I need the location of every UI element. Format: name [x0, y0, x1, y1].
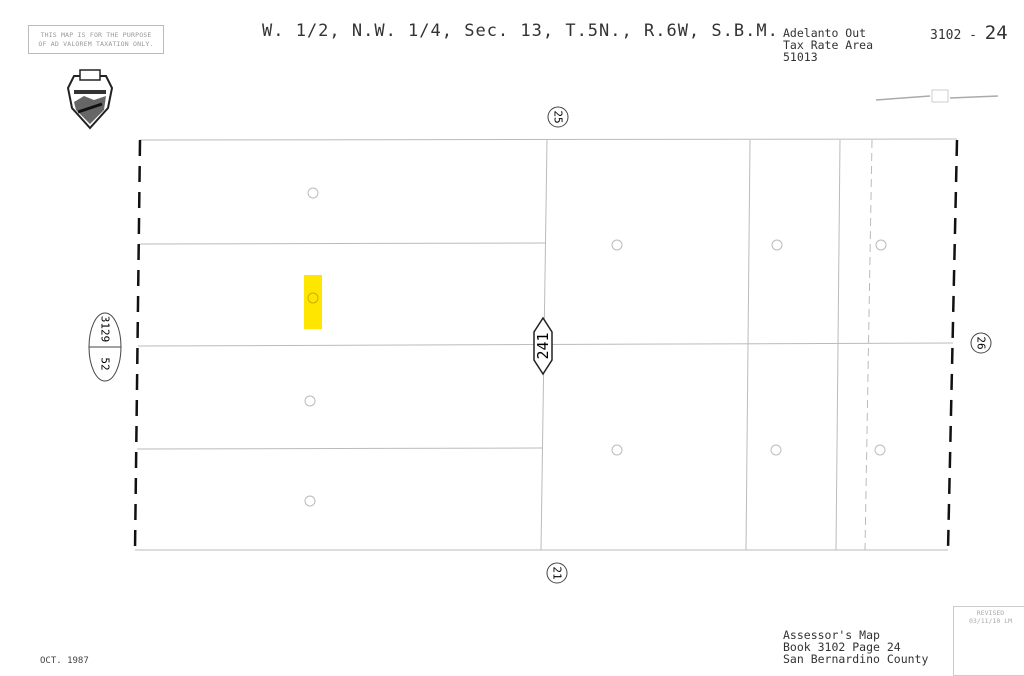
- disclaimer-box: THIS MAP IS FOR THE PURPOSE OF AD VALORE…: [28, 25, 164, 54]
- county-seal-icon: [66, 69, 114, 130]
- map-title: W. 1/2, N.W. 1/4, Sec. 13, T.5N., R.6W, …: [262, 21, 779, 41]
- book-page-number: 241: [534, 332, 552, 359]
- adjacent-map-top: 25: [547, 106, 569, 128]
- adjacent-map-label: 26: [975, 336, 988, 349]
- tax-rate-area: Adelanto Out Tax Rate Area 51013: [783, 27, 873, 63]
- north-arrow-icon: [875, 89, 999, 103]
- map-number: 3102 - 24: [930, 22, 1008, 44]
- adjacent-map-right: 26: [970, 332, 992, 354]
- revision-box: REVISED 03/11/10 LM: [953, 606, 1024, 676]
- parcel-marker: [304, 395, 316, 407]
- footer-line: Assessor's Map: [783, 628, 880, 642]
- parcel-marker: [307, 187, 319, 199]
- boundary-right: [946, 139, 959, 551]
- parcel-marker: [771, 239, 783, 251]
- parcel-marker: [770, 444, 782, 456]
- boundary-left: [133, 139, 142, 551]
- footer-line: San Bernardino County: [783, 652, 929, 666]
- footer-line: Book 3102 Page 24: [783, 640, 901, 654]
- adjacent-map-book: 3129: [99, 316, 112, 343]
- revised-label: REVISED: [976, 609, 1005, 617]
- parcel-marker: [874, 444, 886, 456]
- adjacent-map-page: 52: [99, 357, 112, 370]
- tra-line: Adelanto Out: [783, 26, 867, 40]
- parcel-marker: [307, 292, 319, 304]
- revised-value: 03/11/10 LM: [968, 617, 1013, 625]
- adjacent-map-bottom: 21: [546, 562, 568, 584]
- parcel-marker: [611, 239, 623, 251]
- tra-number: 51013: [783, 50, 818, 64]
- parcel-marker: [875, 239, 887, 251]
- map-footer: Assessor's Map Book 3102 Page 24 San Ber…: [783, 629, 928, 665]
- disclaimer-line: OF AD VALOREM TAXATION ONLY.: [38, 40, 154, 48]
- tra-line: Tax Rate Area: [783, 38, 874, 52]
- adjacent-map-label: 25: [552, 110, 565, 123]
- parcel-marker: [304, 495, 316, 507]
- disclaimer-line: THIS MAP IS FOR THE PURPOSE: [40, 31, 152, 39]
- map-page: 24: [984, 22, 1008, 44]
- book-page-label: 241: [533, 316, 553, 376]
- adjacent-map-label: 21: [551, 566, 564, 579]
- adjacent-map-left: 3129 52: [88, 312, 122, 382]
- highlighted-parcel[interactable]: [304, 275, 322, 329]
- parcel-marker: [611, 444, 623, 456]
- map-date: OCT. 1987: [40, 656, 89, 666]
- map-book: 3102 -: [930, 28, 977, 43]
- parcel-number-markers: [304, 187, 887, 507]
